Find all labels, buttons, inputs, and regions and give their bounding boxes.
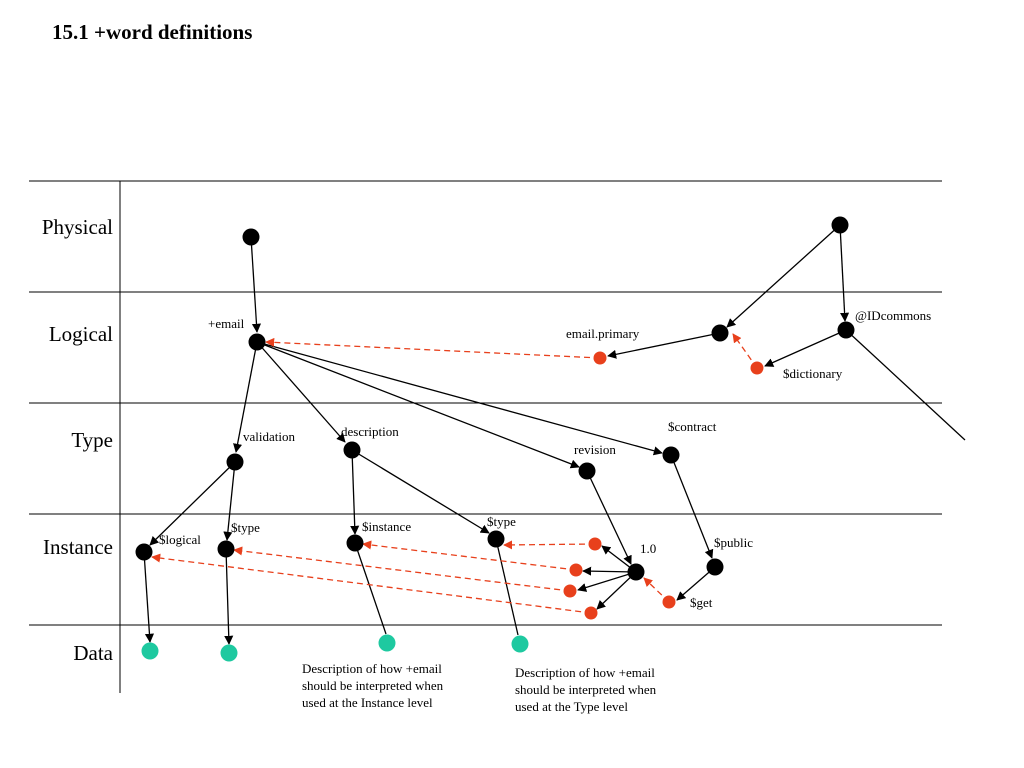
note-instance-line-1: Description of how +email (302, 661, 442, 676)
edge-physical-right-to-idcommons (839, 224, 850, 322)
note-type-line-2: should be interpreted when (515, 682, 657, 697)
note-instance-line-2: should be interpreted when (302, 678, 444, 693)
node-logical (135, 543, 153, 561)
reference-edges (151, 333, 758, 614)
ref-edge-to-instance (362, 540, 577, 571)
edge-description-to-type (351, 449, 490, 534)
note-type-level: Description of how +email should be inte… (515, 665, 657, 714)
ref-node-4 (584, 606, 598, 620)
label-logical: $logical (159, 532, 201, 547)
data-node-type (220, 644, 238, 662)
edge-email-to-description (256, 341, 346, 443)
edge-description-to-instance (350, 449, 360, 535)
label-get: $get (690, 595, 713, 610)
edge-logical-to-data (143, 551, 154, 643)
node-labels: +email email.primary @IDcommons $diction… (159, 308, 931, 610)
ref-node-dictionary (750, 361, 764, 375)
edge-physical-right-to-left (726, 224, 841, 328)
node-instance (346, 534, 364, 552)
label-revision: revision (574, 442, 616, 457)
ref-edge-dictionary (732, 333, 758, 369)
label-validation: validation (243, 429, 295, 444)
label-public: $public (714, 535, 753, 550)
edge-revision-to-version (586, 470, 632, 565)
edge-logical-to-email-primary (607, 332, 721, 359)
label-instance: $instance (362, 519, 411, 534)
ref-edge-email-primary (265, 337, 601, 359)
ref-edge-to-type-b (503, 540, 596, 550)
edge-version-to-ref-3 (577, 571, 637, 592)
edge-type-b-to-data (495, 538, 519, 636)
label-contract: $contract (668, 419, 717, 434)
label-type-b: $type (487, 514, 516, 529)
edge-type-to-data (224, 548, 234, 645)
node-contract (662, 446, 680, 464)
data-node-type-b (511, 635, 529, 653)
node-revision (578, 462, 596, 480)
layer-grid (29, 180, 942, 693)
ref-edge-to-logical (151, 553, 592, 614)
edge-validation-to-logical (149, 461, 236, 546)
label-email-primary: email.primary (566, 326, 640, 341)
note-instance-level: Description of how +email should be inte… (302, 661, 444, 710)
edge-email-to-revision (256, 341, 580, 469)
data-node-instance (378, 634, 396, 652)
node-public (706, 558, 724, 576)
note-instance-line-3: used at the Instance level (302, 695, 433, 710)
data-node-logical (141, 642, 159, 660)
edge-contract-to-public (670, 454, 714, 559)
label-type-a: $type (231, 520, 260, 535)
edge-email-to-contract (256, 341, 663, 456)
ref-node-1 (588, 537, 602, 551)
label-description: description (341, 424, 399, 439)
node-type-a (217, 540, 235, 558)
label-dictionary: $dictionary (783, 366, 843, 381)
nodes (135, 216, 855, 581)
note-type-line-1: Description of how +email (515, 665, 655, 680)
data-nodes (141, 634, 529, 662)
label-idcommons: @IDcommons (855, 308, 931, 323)
layer-label-physical: Physical (42, 215, 113, 239)
edge-version-to-ref-4 (596, 571, 637, 610)
edge-physical-to-email (250, 236, 262, 333)
layer-label-type: Type (71, 428, 113, 452)
ref-node-get (662, 595, 676, 609)
node-email (248, 333, 266, 351)
reference-nodes (563, 351, 764, 620)
ref-node-3 (563, 584, 577, 598)
layer-label-instance: Instance (43, 535, 113, 559)
node-logical-right (711, 324, 729, 342)
edge-instance-to-data (354, 542, 387, 635)
ref-node-2 (569, 563, 583, 577)
node-physical-left (242, 228, 260, 246)
label-email: +email (208, 316, 245, 331)
layer-label-logical: Logical (49, 322, 113, 346)
page-title: 15.1 +word definitions (52, 20, 253, 44)
layer-label-data: Data (73, 641, 113, 665)
ref-edge-to-type-a (233, 546, 571, 592)
node-validation (226, 453, 244, 471)
node-idcommons (837, 321, 855, 339)
ref-node-email-primary (593, 351, 607, 365)
label-version: 1.0 (640, 541, 656, 556)
edge-validation-to-type (223, 461, 236, 541)
edges (143, 224, 966, 645)
edge-version-to-ref-2 (582, 566, 637, 576)
note-type-line-3: used at the Type level (515, 699, 628, 714)
node-type-b (487, 530, 505, 548)
edge-idcommons-to-dictionary (764, 329, 847, 367)
node-description (343, 441, 361, 459)
node-version (627, 563, 645, 581)
edge-idcommons-out (845, 329, 966, 441)
node-physical-right (831, 216, 849, 234)
edge-email-to-validation (233, 341, 258, 453)
